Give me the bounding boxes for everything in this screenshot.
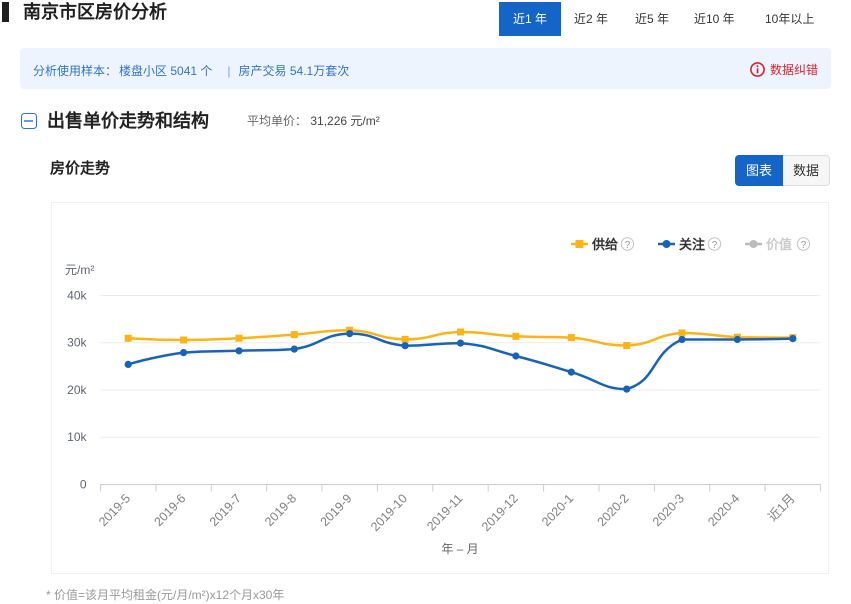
svg-text:2020-2: 2020-2 (595, 491, 632, 529)
svg-text:2019-5: 2019-5 (96, 491, 133, 529)
svg-text:2020-4: 2020-4 (705, 491, 742, 529)
svg-text:价值: 价值 (766, 237, 792, 252)
svg-text:2019-8: 2019-8 (262, 491, 299, 529)
svg-text:近1月: 近1月 (765, 491, 797, 524)
svg-text:2020-3: 2020-3 (650, 491, 687, 529)
svg-text:关注: 关注 (679, 237, 705, 252)
svg-text:?: ? (625, 240, 631, 251)
svg-text:2019-6: 2019-6 (151, 491, 188, 529)
svg-text:30k: 30k (67, 336, 87, 350)
svg-text:40k: 40k (67, 289, 87, 303)
svg-text:2019-11: 2019-11 (424, 491, 465, 533)
svg-text:元/m²: 元/m² (65, 263, 94, 277)
svg-text:0: 0 (80, 478, 87, 492)
svg-text:2019-7: 2019-7 (207, 491, 244, 529)
svg-text:?: ? (712, 240, 718, 251)
svg-text:20k: 20k (67, 383, 87, 397)
svg-text:供给: 供给 (591, 237, 618, 252)
svg-text:10k: 10k (67, 430, 87, 444)
svg-text:2019-10: 2019-10 (368, 491, 410, 534)
svg-text:2020-1: 2020-1 (539, 491, 576, 529)
svg-text:年 – 月: 年 – 月 (441, 542, 478, 556)
svg-text:2019-9: 2019-9 (318, 491, 355, 529)
svg-text:2019-12: 2019-12 (479, 491, 521, 534)
svg-text:?: ? (801, 240, 807, 251)
